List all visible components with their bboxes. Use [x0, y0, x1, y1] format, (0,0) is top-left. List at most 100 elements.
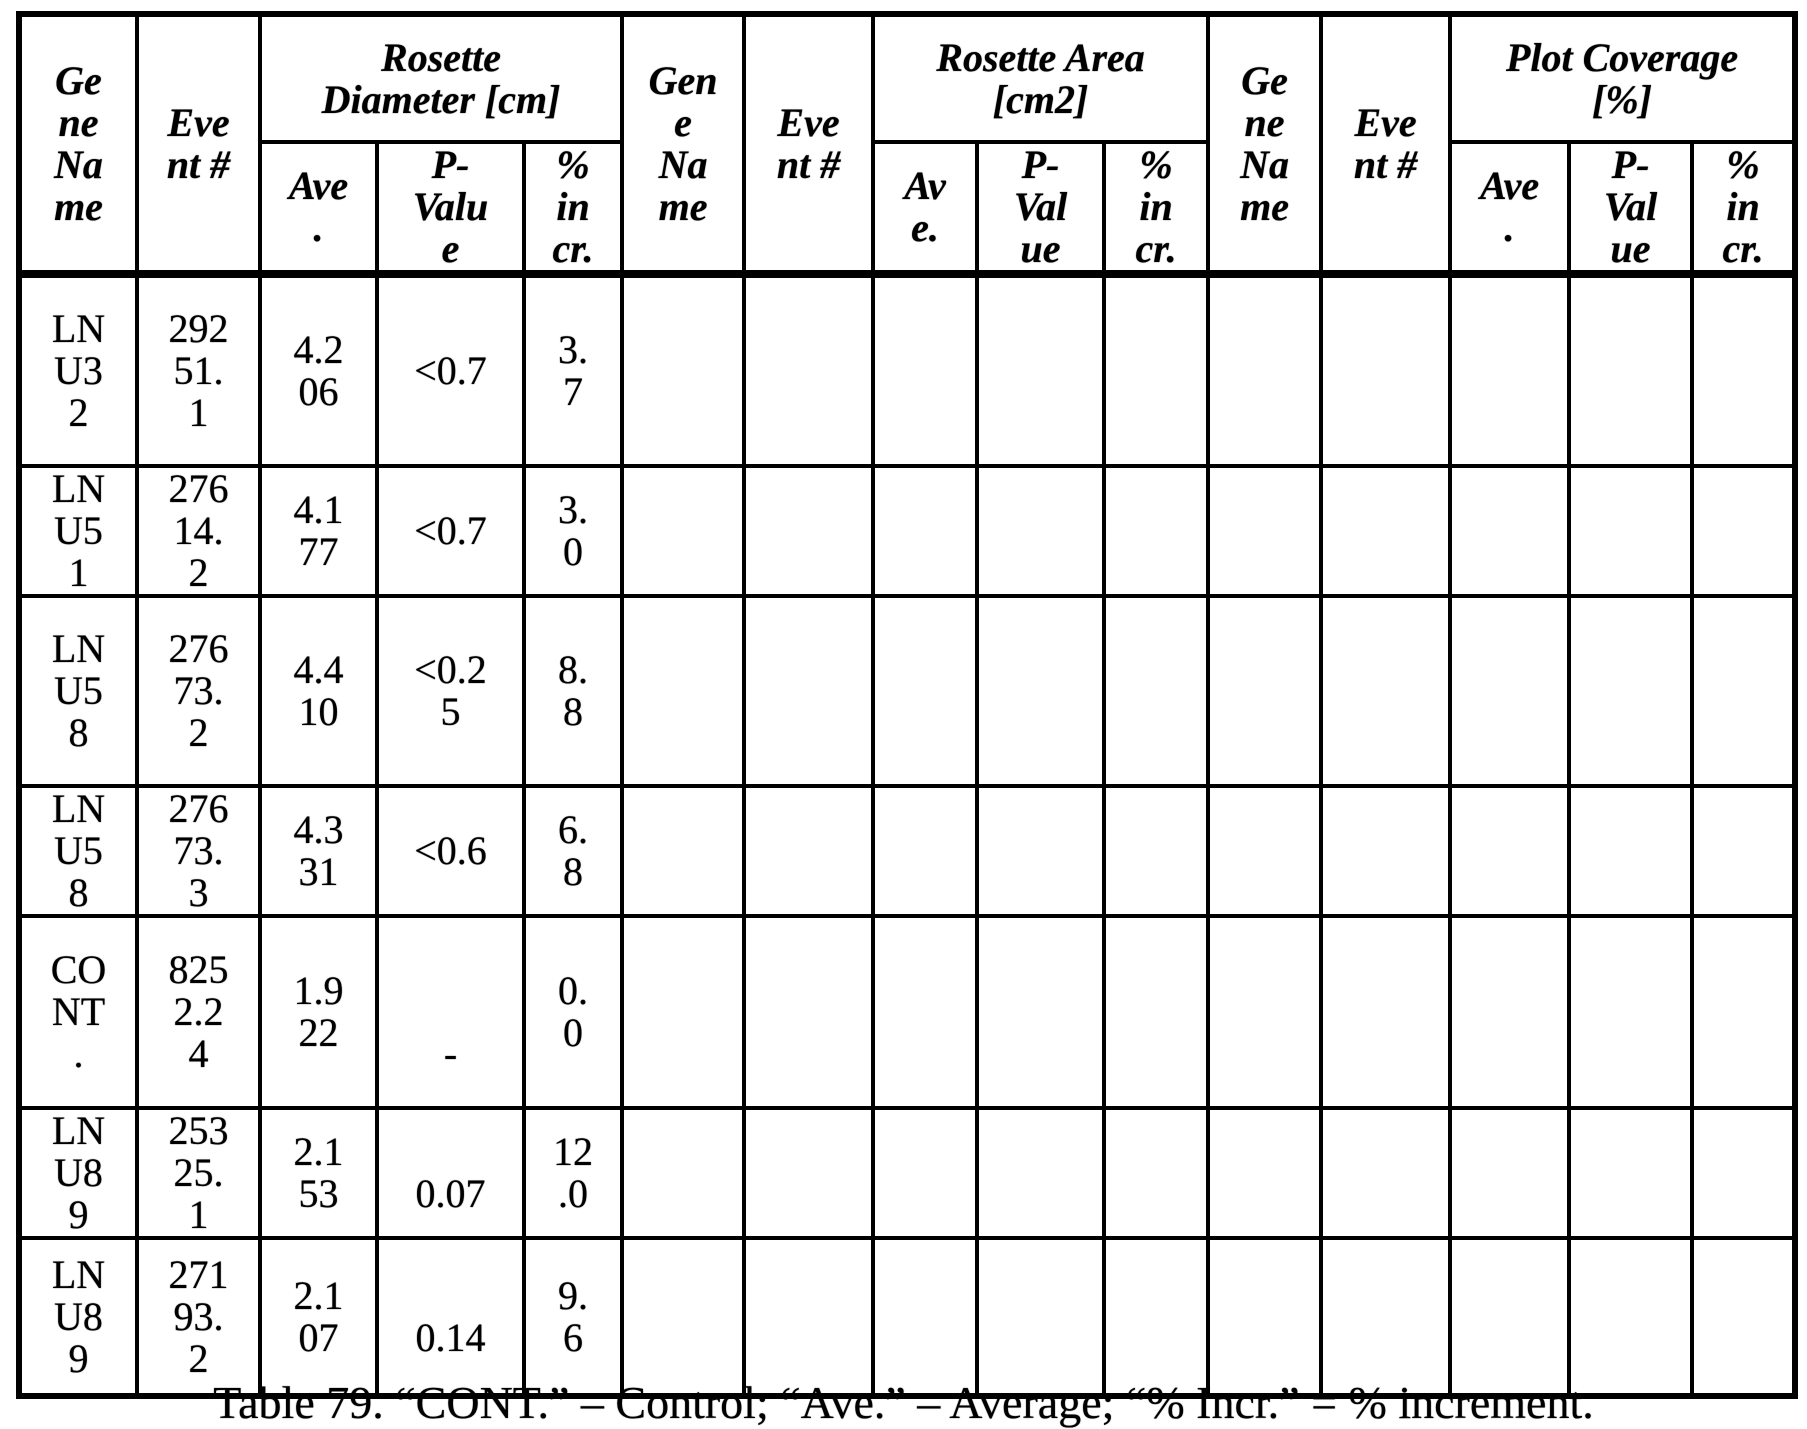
- table-cell-empty: [871, 1236, 980, 1398]
- table-cell: 9. 6: [521, 1236, 625, 1398]
- table-cell: 0.07: [375, 1106, 526, 1240]
- header-incr-1: % in cr.: [521, 140, 625, 276]
- table-cell-empty: [1102, 464, 1211, 598]
- table-row: LN U5 8 276 73. 2 4.4 10 <0.2 5 8. 8: [17, 594, 1798, 788]
- table-cell-empty: [1319, 272, 1453, 468]
- table-cell-empty: [1690, 464, 1798, 598]
- table-cell: LN U5 8: [17, 594, 139, 788]
- table-cell-empty: [1206, 464, 1324, 598]
- table-cell-empty: [1102, 914, 1211, 1110]
- header-group-row: Ge ne Na me Eve nt # Rosette Diameter [c…: [17, 12, 1798, 276]
- table-cell-empty: [742, 1236, 876, 1398]
- table-cell: <0.7: [375, 464, 526, 598]
- table-cell-empty: [975, 914, 1107, 1110]
- header-sub-row: Ave . P- Valu e % in cr. Av e. P- Val ue…: [19, 140, 1798, 276]
- table-cell: 276 73. 2: [135, 594, 262, 788]
- table-cell: 276 73. 3: [135, 784, 262, 918]
- table-cell: LN U5 8: [17, 784, 139, 918]
- table-row: LN U8 9 271 93. 2 2.1 07 0.14 9. 6: [17, 1236, 1798, 1398]
- header-gene-name-2: Gen e Na me: [620, 12, 747, 276]
- table-cell: 3. 0: [521, 464, 625, 598]
- table-cell: <0.7: [375, 272, 526, 468]
- table-cell-empty: [620, 784, 747, 918]
- table-cell: <0.2 5: [375, 594, 526, 788]
- header-incr-3: % in cr.: [1690, 140, 1798, 276]
- table-cell-empty: [620, 272, 747, 468]
- table-cell: LN U8 9: [17, 1106, 139, 1240]
- table-caption: Table 79. “CONT.” – Control; “Ave.” – Av…: [213, 1377, 1594, 1428]
- table-cell: 253 25. 1: [135, 1106, 262, 1240]
- table-cell: LN U8 9: [17, 1236, 139, 1398]
- table-cell-empty: [871, 914, 980, 1110]
- header-group-plot-coverage: Plot Coverage [%]: [1448, 12, 1798, 144]
- table-cell-empty: [1102, 594, 1211, 788]
- table-cell: 271 93. 2: [135, 1236, 262, 1398]
- table-cell: 12 .0: [521, 1106, 625, 1240]
- table-cell: 0.14: [375, 1236, 526, 1398]
- table-cell-empty: [1448, 1236, 1572, 1398]
- table-row: LN U5 8 276 73. 3 4.3 31 <0.6 6. 8: [17, 784, 1798, 918]
- table-cell-empty: [1448, 464, 1572, 598]
- header-ave-1: Ave .: [258, 140, 379, 276]
- table-cell-empty: [1448, 1106, 1572, 1240]
- table-cell: 1.9 22: [258, 914, 379, 1110]
- table-cell: 6. 8: [521, 784, 625, 918]
- header-gene-name-3: Ge ne Na me: [1206, 12, 1324, 276]
- table-cell-empty: [1448, 272, 1572, 468]
- table-cell-empty: [742, 914, 876, 1110]
- table-cell-empty: [871, 1106, 980, 1240]
- table-cell-empty: [1102, 1236, 1211, 1398]
- table-cell: 276 14. 2: [135, 464, 262, 598]
- table-cell-empty: [1690, 1236, 1798, 1398]
- header-gene-name-1: Ge ne Na me: [17, 12, 139, 276]
- header-pvalue-2: P- Val ue: [975, 140, 1107, 276]
- table-cell: -: [375, 914, 526, 1110]
- table-cell-empty: [1102, 784, 1211, 918]
- table-cell-empty: [1690, 1106, 1798, 1240]
- table-cell-empty: [975, 594, 1107, 788]
- table-body: LN U3 2 292 51. 1 4.2 06 <0.7 3. 7 LN U5 1 276…: [17, 272, 1798, 1398]
- table-cell-empty: [1102, 272, 1211, 468]
- header-event-2: Eve nt #: [742, 12, 876, 276]
- table-cell-empty: [871, 594, 980, 788]
- table-cell: 4.1 77: [258, 464, 379, 598]
- table-cell-empty: [1206, 272, 1324, 468]
- table-cell-empty: [1206, 594, 1324, 788]
- table-cell-empty: [1206, 914, 1324, 1110]
- header-incr-2: % in cr.: [1102, 140, 1211, 276]
- table-cell-empty: [742, 464, 876, 598]
- table-row: LN U3 2 292 51. 1 4.2 06 <0.7 3. 7: [17, 272, 1798, 468]
- header-group-rosette-area: Rosette Area [cm2]: [871, 12, 1211, 144]
- table-cell-empty: [1690, 784, 1798, 918]
- table-cell: 4.4 10: [258, 594, 379, 788]
- table-cell-empty: [1567, 1106, 1695, 1240]
- table-cell-empty: [620, 914, 747, 1110]
- table-cell-empty: [1206, 1106, 1324, 1240]
- table-cell-empty: [1206, 784, 1324, 918]
- table-cell-empty: [975, 1106, 1107, 1240]
- header-event-1: Eve nt #: [135, 12, 262, 276]
- table-header: Ge ne Na me Eve nt # Rosette Diameter [c…: [17, 12, 1798, 276]
- table-cell-empty: [1448, 784, 1572, 918]
- table-cell: 2.1 07: [258, 1236, 379, 1398]
- table-row: CO NT . 825 2.2 4 1.9 22 -0. 0: [17, 914, 1798, 1110]
- header-group-rosette-diameter: Rosette Diameter [cm]: [257, 12, 625, 144]
- table-cell-empty: [1319, 1106, 1453, 1240]
- table-cell-empty: [975, 784, 1107, 918]
- table-cell-empty: [1567, 594, 1695, 788]
- table-cell-empty: [1567, 914, 1695, 1110]
- table-cell-empty: [1319, 1236, 1453, 1398]
- table-cell: <0.6: [375, 784, 526, 918]
- table-cell-empty: [742, 272, 876, 468]
- table-cell: 4.2 06: [258, 272, 379, 468]
- table-cell: 8. 8: [521, 594, 625, 788]
- table-cell-empty: [1690, 594, 1798, 788]
- table-cell-empty: [742, 784, 876, 918]
- table-cell-empty: [871, 272, 980, 468]
- table-cell-empty: [620, 594, 747, 788]
- table-cell-empty: [1319, 594, 1453, 788]
- table-cell-empty: [1206, 1236, 1324, 1398]
- table-cell-empty: [871, 784, 980, 918]
- table-row: LN U5 1 276 14. 2 4.1 77 <0.7 3. 0: [17, 464, 1798, 598]
